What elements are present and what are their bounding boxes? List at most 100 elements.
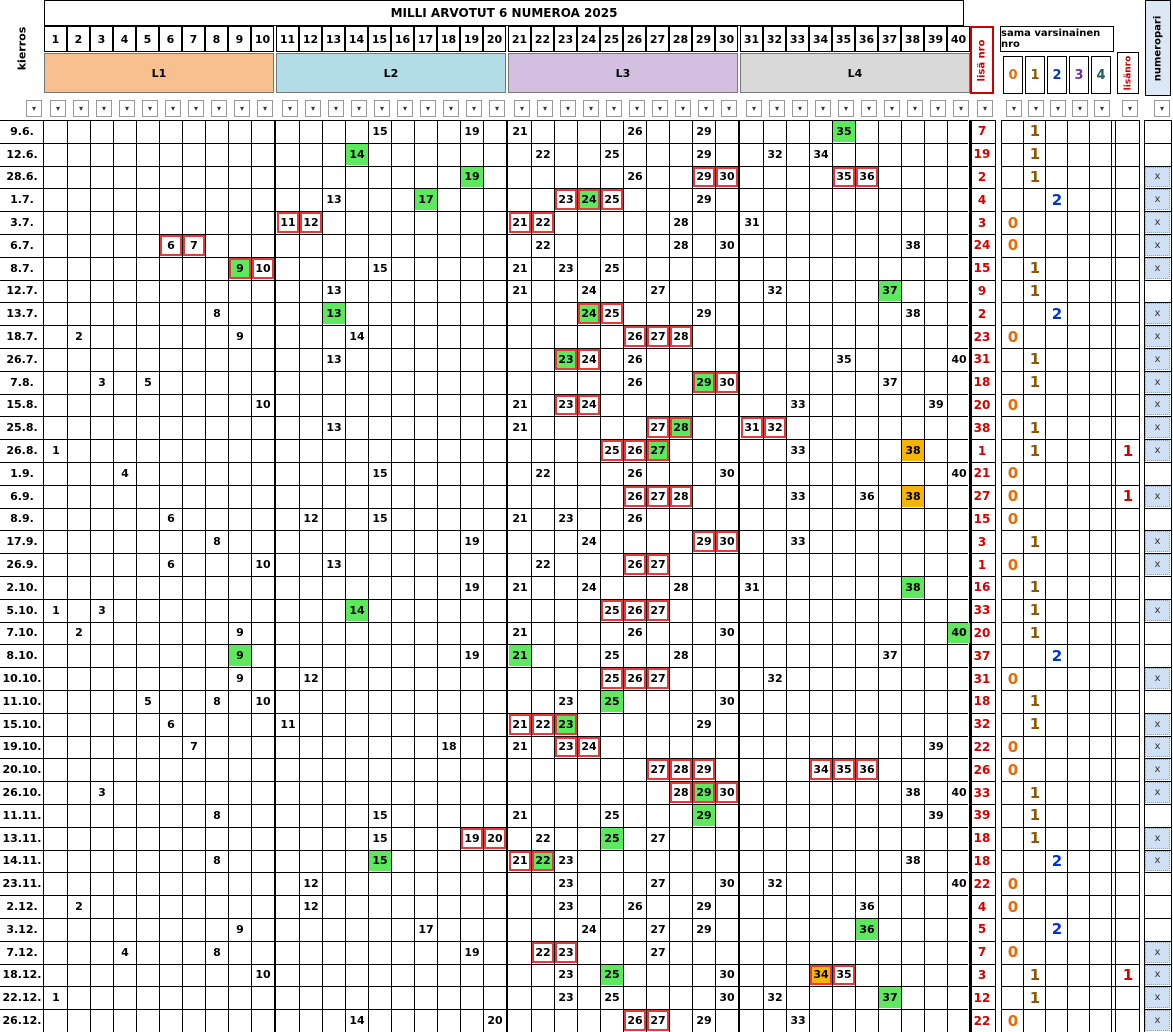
number-header-12: 12 (299, 26, 322, 52)
filter-dropdown-n22[interactable]: ▾ (537, 100, 553, 117)
filter-dropdown-sama3[interactable]: ▾ (1072, 100, 1088, 117)
filter-dropdown-numeropari[interactable]: ▾ (1154, 100, 1170, 117)
filter-dropdown-n27[interactable]: ▾ (652, 100, 668, 117)
filter-dropdown-n11[interactable]: ▾ (282, 100, 298, 117)
sama-count: 1 (1029, 601, 1041, 620)
chevron-down-icon: ▾ (147, 104, 152, 113)
filter-dropdown-n28[interactable]: ▾ (675, 100, 691, 117)
drawn-number: 29 (696, 147, 712, 161)
filter-dropdown-n32[interactable]: ▾ (769, 100, 785, 117)
drawn-number: 10 (255, 558, 271, 572)
filter-dropdown-lisanro[interactable]: ▾ (1122, 100, 1138, 117)
chevron-down-icon: ▾ (982, 104, 987, 113)
drawn-number: 9 (229, 645, 251, 667)
filter-dropdown-n23[interactable]: ▾ (560, 100, 576, 117)
chevron-down-icon: ▾ (1099, 104, 1104, 113)
numeropari-label: numeropari (1152, 15, 1164, 81)
filter-dropdown-lisa[interactable]: ▾ (977, 100, 993, 117)
filter-dropdown-n21[interactable]: ▾ (514, 100, 530, 117)
filter-dropdown-n9[interactable]: ▾ (234, 100, 250, 117)
filter-dropdown-kierros[interactable]: ▾ (26, 100, 42, 117)
filter-dropdown-n20[interactable]: ▾ (489, 100, 505, 117)
round-date: 2.12. (6, 900, 38, 914)
grid-line (0, 986, 968, 987)
filter-dropdown-n13[interactable]: ▾ (328, 100, 344, 117)
drawn-number: 39 (928, 398, 944, 412)
filter-dropdown-n10[interactable]: ▾ (257, 100, 273, 117)
filter-dropdown-n2[interactable]: ▾ (73, 100, 89, 117)
number-header-24: 24 (577, 26, 600, 52)
drawn-number: 33 (790, 489, 806, 503)
drawn-number: 26 (624, 440, 646, 461)
grid-line (969, 120, 995, 121)
grid-line (1144, 736, 1171, 737)
filter-dropdown-n1[interactable]: ▾ (50, 100, 66, 117)
filter-dropdown-n12[interactable]: ▾ (305, 100, 321, 117)
round-date: 17.9. (6, 535, 38, 549)
filter-dropdown-n4[interactable]: ▾ (119, 100, 135, 117)
drawn-number: 22 (535, 466, 551, 480)
grid-line (1144, 508, 1171, 509)
drawn-number: 33 (790, 398, 806, 412)
filter-dropdown-n5[interactable]: ▾ (142, 100, 158, 117)
group-bar-l4: L4 (740, 53, 970, 93)
drawn-number: 28 (670, 782, 692, 803)
grid-line (969, 280, 995, 281)
filter-dropdown-n14[interactable]: ▾ (351, 100, 367, 117)
filter-dropdown-n17[interactable]: ▾ (420, 100, 436, 117)
filter-dropdown-n38[interactable]: ▾ (907, 100, 923, 117)
filter-dropdown-n25[interactable]: ▾ (606, 100, 622, 117)
filter-dropdown-n26[interactable]: ▾ (629, 100, 645, 117)
drawn-number: 28 (670, 759, 692, 781)
filter-dropdown-n33[interactable]: ▾ (792, 100, 808, 117)
filter-dropdown-n36[interactable]: ▾ (861, 100, 877, 117)
drawn-number: 26 (627, 512, 643, 526)
filter-dropdown-n18[interactable]: ▾ (443, 100, 459, 117)
filter-dropdown-n29[interactable]: ▾ (698, 100, 714, 117)
filter-dropdown-n8[interactable]: ▾ (211, 100, 227, 117)
drawn-number: 22 (532, 212, 554, 233)
chevron-down-icon: ▾ (448, 104, 453, 113)
grid-line (1001, 1009, 1139, 1010)
filter-dropdown-sama4[interactable]: ▾ (1094, 100, 1110, 117)
grid-line (1144, 462, 1171, 463)
grid-line (0, 622, 968, 623)
sama-count: 1 (1029, 623, 1041, 642)
filter-dropdown-n31[interactable]: ▾ (746, 100, 762, 117)
number-header-15: 15 (368, 26, 391, 52)
sama-count: 0 (1007, 897, 1019, 916)
filter-dropdown-n35[interactable]: ▾ (838, 100, 854, 117)
drawn-number: 21 (509, 645, 531, 667)
filter-dropdown-n30[interactable]: ▾ (721, 100, 737, 117)
drawn-number: 8 (213, 808, 221, 822)
filter-dropdown-n39[interactable]: ▾ (930, 100, 946, 117)
lisa-number: 33 (973, 785, 991, 800)
drawn-number: 27 (650, 284, 666, 298)
filter-dropdown-n6[interactable]: ▾ (165, 100, 181, 117)
drawn-number: 29 (696, 900, 712, 914)
lisa-number: 12 (973, 990, 991, 1005)
drawn-number: 21 (512, 421, 528, 435)
filter-dropdown-n37[interactable]: ▾ (884, 100, 900, 117)
filter-dropdown-n16[interactable]: ▾ (397, 100, 413, 117)
drawn-number: 25 (604, 147, 620, 161)
round-date: 18.7. (6, 330, 38, 344)
filter-dropdown-sama0[interactable]: ▾ (1006, 100, 1022, 117)
grid-line (1144, 394, 1171, 395)
filter-dropdown-sama1[interactable]: ▾ (1028, 100, 1044, 117)
grid-line (1001, 439, 1139, 440)
filter-dropdown-n19[interactable]: ▾ (466, 100, 482, 117)
drawn-number: 36 (856, 166, 878, 188)
filter-dropdown-n3[interactable]: ▾ (96, 100, 112, 117)
lisanro-match: 1 (1122, 487, 1134, 506)
filter-dropdown-n15[interactable]: ▾ (374, 100, 390, 117)
filter-dropdown-n34[interactable]: ▾ (815, 100, 831, 117)
filter-dropdown-sama2[interactable]: ▾ (1050, 100, 1066, 117)
filter-dropdown-n40[interactable]: ▾ (953, 100, 969, 117)
filter-dropdown-n7[interactable]: ▾ (188, 100, 204, 117)
grid-line (0, 827, 968, 828)
grid-line (1144, 280, 1171, 281)
grid-line (1144, 872, 1171, 873)
chevron-down-icon: ▾ (751, 104, 756, 113)
filter-dropdown-n24[interactable]: ▾ (583, 100, 599, 117)
